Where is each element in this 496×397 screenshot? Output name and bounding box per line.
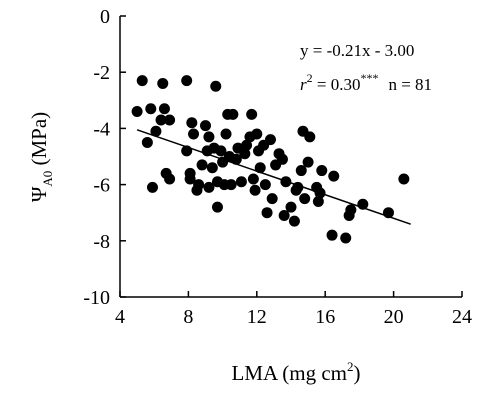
data-point xyxy=(158,103,170,115)
r-symbol: r xyxy=(300,75,307,94)
data-point xyxy=(241,139,253,151)
data-point xyxy=(211,201,223,213)
data-point xyxy=(184,173,196,185)
data-point xyxy=(278,210,290,222)
x-tick-label: 24 xyxy=(452,306,472,328)
y-tick-label: -10 xyxy=(83,287,110,309)
data-point xyxy=(235,176,247,188)
data-point xyxy=(203,181,215,193)
x-axis-ticks: 4 8 12 16 20 24 xyxy=(115,291,472,328)
data-point xyxy=(164,114,176,126)
data-point xyxy=(230,153,242,165)
y-axis-title: ΨA0 (MPa) xyxy=(27,112,55,202)
data-point xyxy=(254,162,266,174)
data-point xyxy=(225,179,237,191)
x-axis-title-close: ) xyxy=(354,361,361,385)
data-point xyxy=(251,128,263,140)
data-point xyxy=(340,232,352,244)
data-point xyxy=(200,120,211,132)
x-tick-label: 8 xyxy=(183,306,193,328)
data-point xyxy=(285,201,297,213)
y-tick-label: -4 xyxy=(93,118,110,140)
y-tick-label: 0 xyxy=(100,6,110,28)
significance-stars: *** xyxy=(360,71,378,85)
data-point xyxy=(193,179,205,191)
data-point xyxy=(295,165,307,177)
y-tick-label: -8 xyxy=(93,231,110,253)
plot-axes xyxy=(119,16,462,298)
y-axis-title-psi: Ψ xyxy=(27,186,51,202)
n-count: n = 81 xyxy=(388,75,432,94)
data-point xyxy=(215,145,227,157)
data-point xyxy=(316,165,328,177)
data-point xyxy=(288,215,300,227)
data-point xyxy=(157,77,169,89)
data-point xyxy=(150,125,162,137)
data-point xyxy=(266,193,278,205)
x-axis-title-main: LMA (mg cm xyxy=(232,361,348,385)
data-point xyxy=(247,173,259,185)
data-point xyxy=(141,136,153,148)
data-point xyxy=(220,128,232,140)
data-point xyxy=(136,75,148,87)
data-point xyxy=(302,156,314,168)
r-exponent: 2 xyxy=(307,71,313,85)
data-point xyxy=(188,128,200,140)
data-point xyxy=(181,75,193,87)
data-points xyxy=(131,75,410,244)
data-point xyxy=(186,117,198,129)
data-point xyxy=(155,114,167,126)
data-point xyxy=(146,181,158,193)
data-point xyxy=(145,103,157,115)
data-point xyxy=(261,207,273,219)
equation-annotation: y = -0.21x - 3.00 xyxy=(300,41,414,60)
data-point xyxy=(299,193,311,205)
x-tick-label: 12 xyxy=(247,306,267,328)
data-point xyxy=(203,131,215,143)
x-axis-title-sup: 2 xyxy=(347,359,354,374)
r-value: = 0.30 xyxy=(313,75,361,94)
data-point xyxy=(196,159,208,171)
data-point xyxy=(398,173,410,185)
r2-annotation: r2 = 0.30*** n = 81 xyxy=(300,71,432,94)
data-point xyxy=(259,179,271,191)
data-point xyxy=(131,106,143,118)
data-point xyxy=(164,173,176,185)
data-point xyxy=(206,162,218,174)
y-tick-label: -6 xyxy=(93,175,110,197)
data-point xyxy=(249,184,261,196)
data-point xyxy=(264,134,276,146)
data-point xyxy=(239,148,251,160)
data-point xyxy=(312,195,324,207)
data-point xyxy=(276,153,288,165)
data-point xyxy=(304,131,316,143)
x-tick-label: 4 xyxy=(115,306,125,328)
x-axis-title: LMA (mg cm2) xyxy=(232,359,361,385)
x-tick-label: 20 xyxy=(384,306,404,328)
data-point xyxy=(210,80,222,92)
x-tick-label: 16 xyxy=(315,306,335,328)
y-tick-label: -2 xyxy=(93,62,110,84)
y-axis-title-sub: A0 xyxy=(40,171,55,187)
data-point xyxy=(328,170,340,182)
data-point xyxy=(326,229,338,241)
y-axis-ticks: 0 -2 -4 -6 -8 -10 xyxy=(83,6,126,309)
trendline xyxy=(136,129,411,225)
data-point xyxy=(345,204,357,216)
data-point xyxy=(227,108,239,120)
data-point xyxy=(246,108,258,120)
y-axis-title-rest: (MPa) xyxy=(27,112,51,171)
